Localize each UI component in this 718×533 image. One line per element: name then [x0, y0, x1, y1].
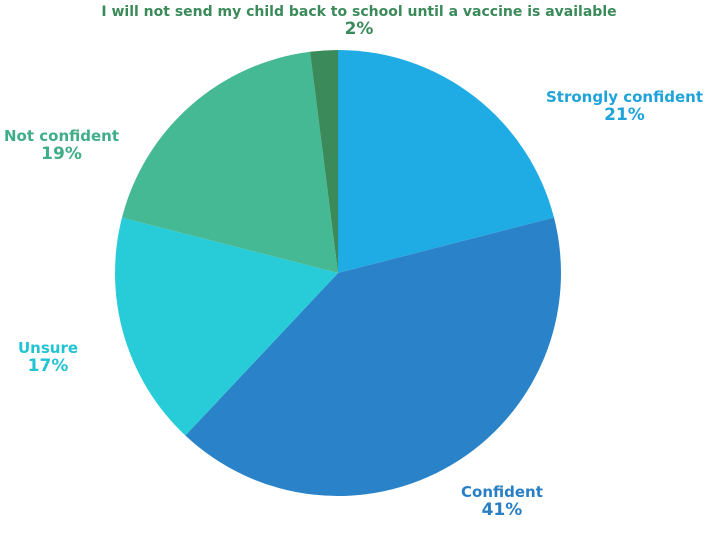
label-no-school-until-vaccine-name: I will not send my child back to school …: [101, 4, 617, 20]
pie-slice-not-confident: [122, 51, 338, 274]
pie-slice-i-will-not-send-my-child-back-to-school-: [310, 50, 338, 273]
pie-slice-unsure: [115, 217, 338, 436]
label-unsure-name: Unsure: [18, 339, 79, 357]
label-strongly-confident-value: 21%: [604, 105, 645, 126]
label-confident-value: 41%: [481, 500, 523, 521]
label-not-confident: Not confident 19%: [4, 127, 120, 165]
label-not-confident-name: Not confident: [4, 127, 120, 145]
label-unsure: Unsure 17%: [18, 339, 79, 377]
label-confident: Confident 41%: [461, 483, 543, 521]
pie-slice-confident: [185, 217, 561, 496]
pie-slice-strongly-confident: [338, 50, 554, 273]
label-strongly-confident-name: Strongly confident: [546, 88, 703, 106]
label-no-school-until-vaccine: I will not send my child back to school …: [0, 4, 718, 40]
label-strongly-confident: Strongly confident 21%: [546, 88, 703, 126]
label-confident-name: Confident: [461, 483, 543, 501]
label-no-school-until-vaccine-value: 2%: [344, 19, 374, 40]
label-unsure-value: 17%: [27, 356, 69, 377]
label-not-confident-value: 19%: [41, 144, 82, 165]
